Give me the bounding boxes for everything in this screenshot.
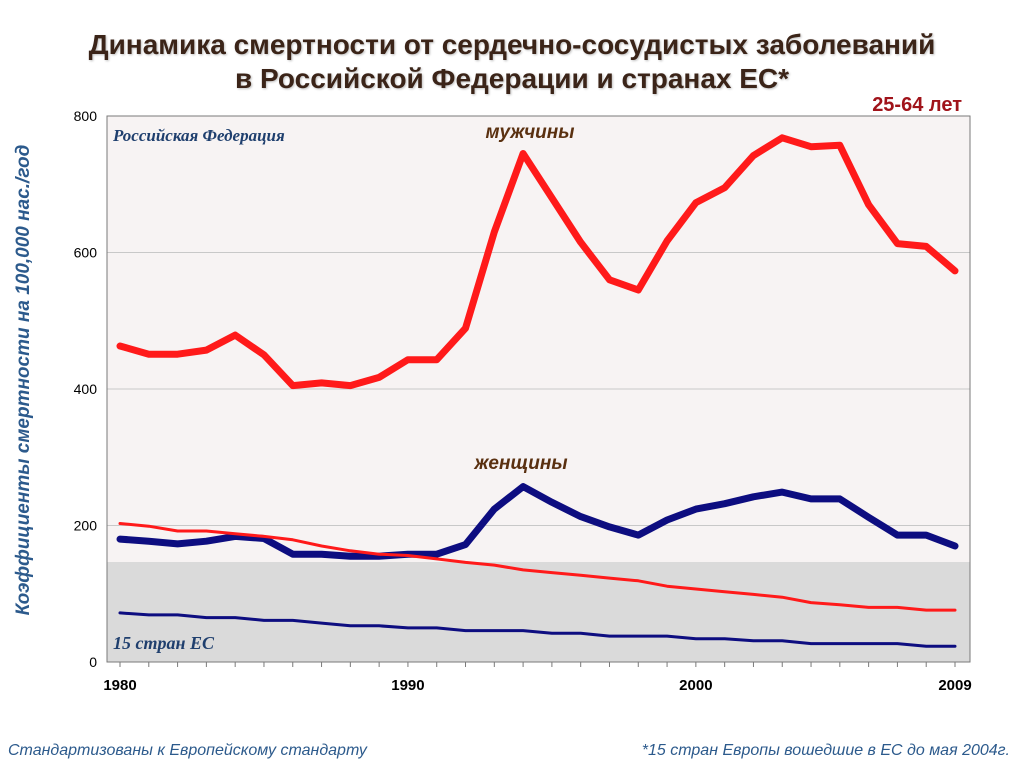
series-line-eu_men [118, 522, 957, 612]
x-tick-label: 2009 [938, 677, 971, 694]
x-tick-label: 1990 [391, 677, 424, 694]
y-tick-label: 600 [74, 245, 98, 261]
chart-title: Динамика смертности от сердечно-сосудист… [0, 28, 1024, 96]
chart-title-line2: в Российской Федерации и странах ЕС* [234, 63, 790, 94]
y-tick-label: 400 [74, 381, 98, 397]
series-label-women: женщины [473, 453, 567, 474]
region-label-eu: 15 стран ЕС [113, 633, 215, 653]
x-tick-label: 1980 [103, 677, 136, 694]
series-line-ru_men [116, 134, 959, 390]
plot-border [106, 115, 971, 663]
series-label-men: мужчины [486, 122, 575, 143]
footnote-eu-countries: *15 стран Европы вошедшие в ЕС до мая 20… [641, 742, 1010, 759]
y-tick-label: 200 [74, 518, 98, 534]
y-tick-label: 0 [89, 654, 97, 670]
series-line-ru_women [116, 483, 959, 560]
footnote-standardized: Стандартизованы к Европейскому стандарту [8, 742, 367, 759]
age-range-label: 25-64 лет [872, 94, 962, 116]
region-label-russia: Российская Федерация [112, 126, 285, 145]
x-tick-label: 2000 [679, 677, 712, 694]
plot-background-eu [107, 562, 970, 662]
y-tick-label: 800 [74, 108, 98, 124]
chart-title-line1: Динамика смертности от сердечно-сосудист… [88, 29, 936, 60]
plot-background-russia [107, 116, 970, 562]
series-line-eu_women [118, 611, 957, 648]
